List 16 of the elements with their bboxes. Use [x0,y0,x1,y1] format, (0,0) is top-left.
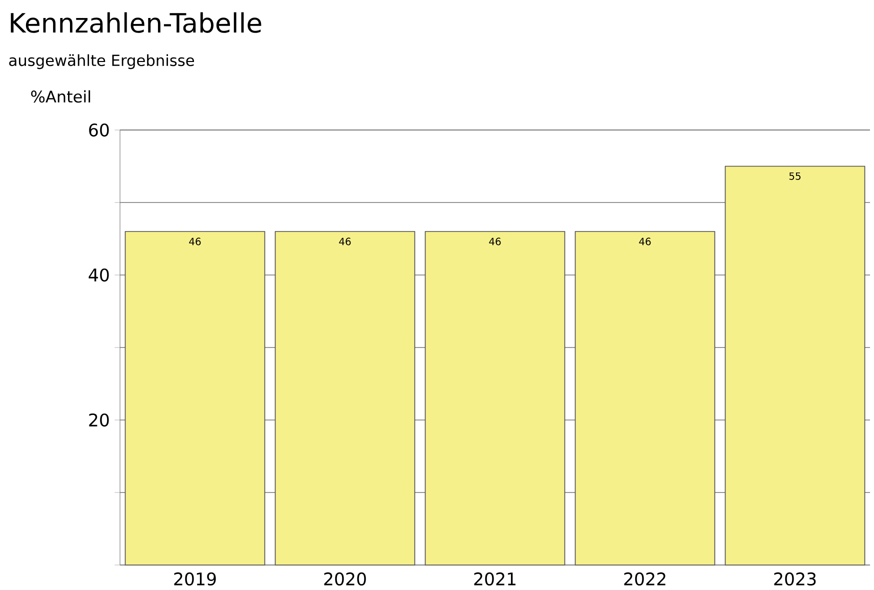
data-label: 46 [639,238,651,246]
data-label: 55 [789,172,800,180]
chart-title: Kennzahlen-Tabelle [10,12,262,33]
chart-subtitle: ausgewählte Ergebnisse [9,54,194,70]
y-axis-title: %Anteil [31,90,90,103]
data-label: 46 [489,238,501,246]
y-tick-label: 40 [88,268,109,282]
x-tick-label: 2022 [624,572,666,586]
x-tick-label: 2019 [174,572,216,586]
x-tick-label: 2021 [474,572,516,586]
y-tick-label: 20 [89,413,109,427]
y-tick-label: 60 [89,123,109,137]
x-tick-label: 2023 [774,572,816,586]
x-tick-label: 2020 [324,572,366,586]
data-label: 46 [189,238,201,246]
data-label: 46 [339,238,351,246]
